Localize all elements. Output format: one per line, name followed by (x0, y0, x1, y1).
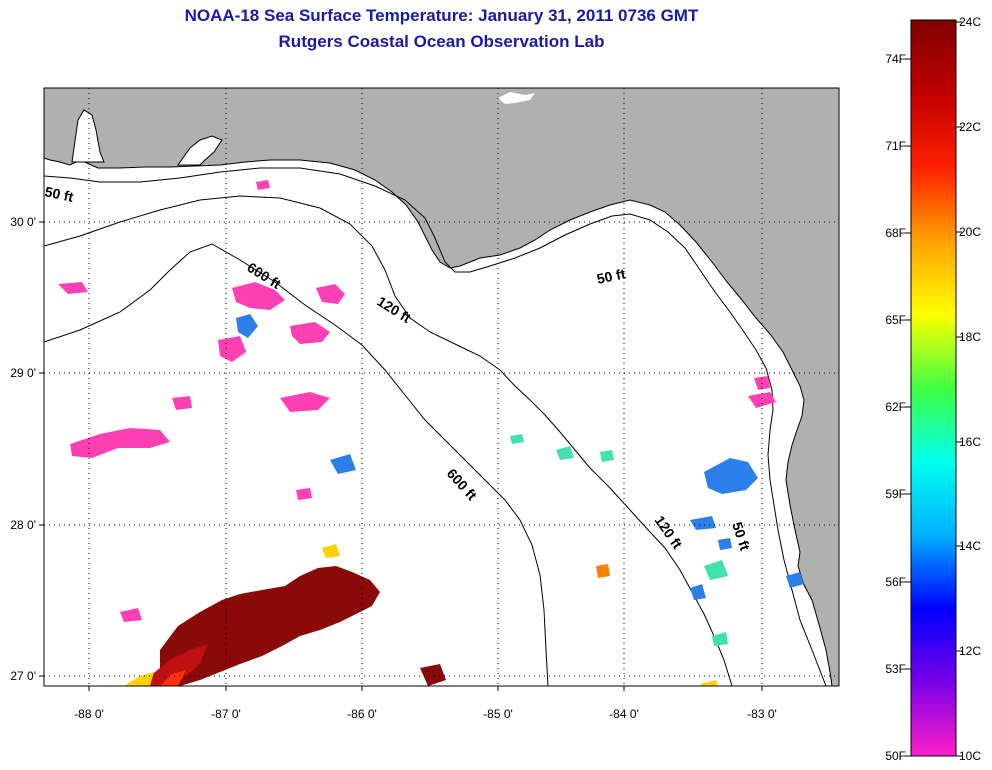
contour-120ft (44, 195, 733, 686)
lake (498, 92, 535, 104)
colorbar-fahrenheit-label: 59F (885, 487, 906, 501)
sst-patches-mild (510, 434, 728, 646)
bay-inlet-east (177, 135, 223, 166)
colorbar-fahrenheit-label: 62F (885, 400, 906, 414)
colorbar-celsius-label: 24C (959, 15, 981, 29)
lat-tick-label: 28 0' (10, 518, 36, 532)
sst-patches-cool (236, 314, 804, 600)
colorbar-gradient (910, 19, 957, 757)
colorbar-fahrenheit-label: 50F (885, 749, 906, 763)
contour-label-50ft-bigbend: 50 ft (595, 265, 627, 287)
lon-tick-label: -88 0' (74, 707, 104, 721)
colorbar-ticks (905, 21, 962, 757)
lat-tick-label: 27 0' (10, 669, 36, 683)
lon-tick-label: -87 0' (211, 707, 241, 721)
contour-50ft (44, 167, 827, 686)
map-subtitle: Rutgers Coastal Ocean Observation Lab (278, 32, 605, 51)
lat-tick-label: 29 0' (10, 366, 36, 380)
lat-tick-label: 30 0' (10, 215, 36, 229)
sst-patches-warm (124, 544, 718, 686)
lon-tick-label: -85 0' (483, 707, 513, 721)
lon-tick-label: -86 0' (347, 707, 377, 721)
colorbar-fahrenheit-label: 68F (885, 226, 906, 240)
colorbar-fahrenheit-label: 65F (885, 313, 906, 327)
colorbar-celsius-label: 18C (959, 330, 981, 344)
contour-600ft (44, 243, 549, 686)
map-title: NOAA-18 Sea Surface Temperature: January… (184, 6, 699, 25)
land-florida-panhandle (44, 88, 839, 686)
map-frame (43, 87, 840, 687)
sst-patches-cold (58, 180, 776, 664)
lon-tick-label: -84 0' (609, 707, 639, 721)
contour-label-50ft-west: 50 ft (43, 183, 75, 205)
colorbar-fahrenheit-label: 53F (885, 662, 906, 676)
colorbar-fahrenheit-label: 74F (885, 52, 906, 66)
colorbar-fahrenheit-label: 56F (885, 575, 906, 589)
lon-tick-label: -83 0' (747, 707, 777, 721)
colorbar-celsius-label: 12C (959, 644, 981, 658)
lat-axis (39, 221, 44, 677)
colorbar-celsius-label: 10C (959, 749, 981, 763)
colorbar-celsius-label: 20C (959, 225, 981, 239)
colorbar-celsius-label: 16C (959, 435, 981, 449)
bay-inlet (71, 109, 105, 163)
lon-axis (88, 686, 763, 691)
colorbar-celsius-label: 14C (959, 539, 981, 553)
colorbar-celsius-label: 22C (959, 120, 981, 134)
colorbar-fahrenheit-label: 71F (885, 139, 906, 153)
